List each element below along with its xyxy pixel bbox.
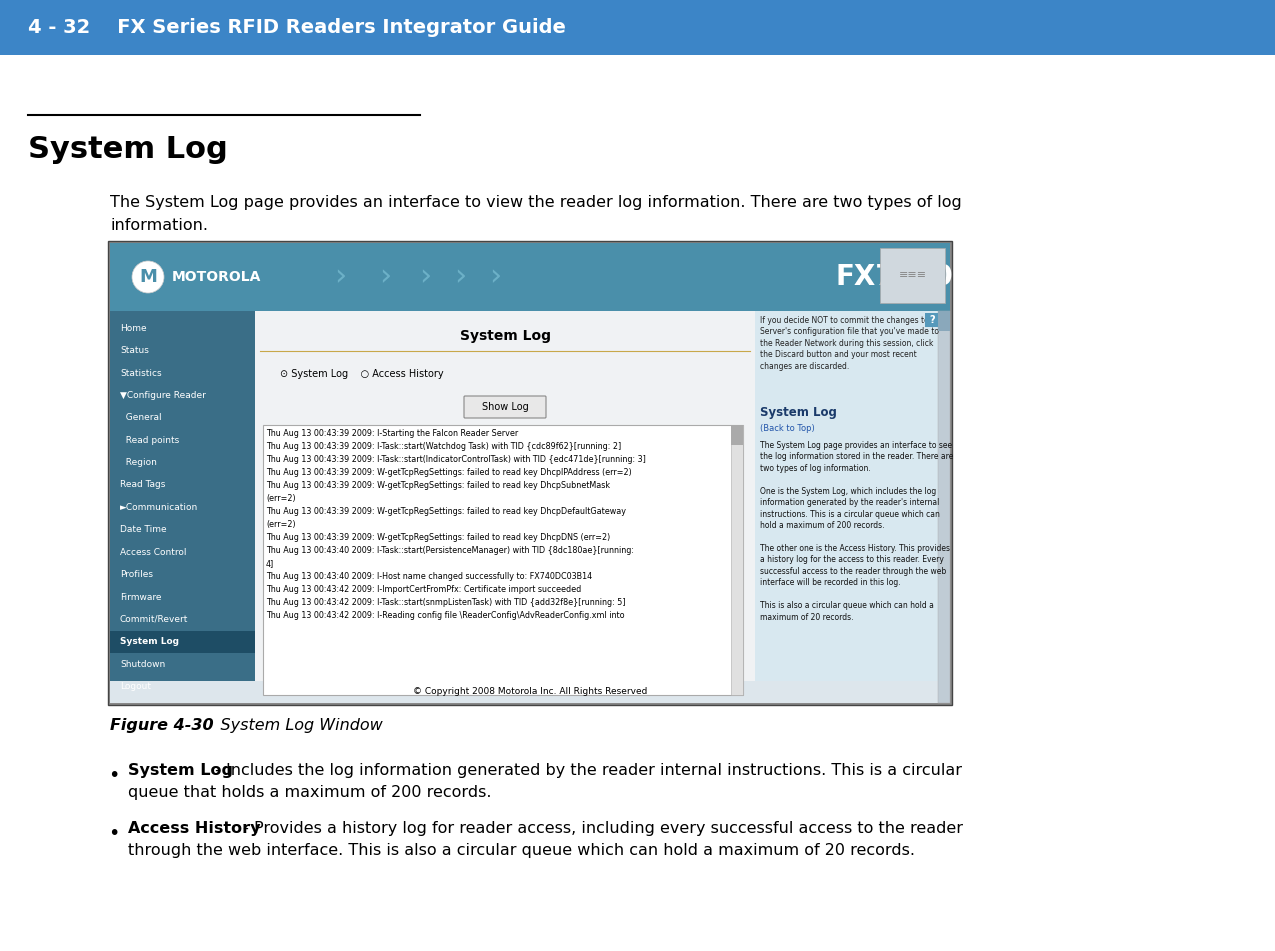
- Text: Thu Aug 13 00:43:39 2009: W-getTcpRegSettings: failed to read key DhcpSubnetMask: Thu Aug 13 00:43:39 2009: W-getTcpRegSet…: [266, 481, 611, 490]
- Text: •: •: [108, 766, 120, 785]
- Text: Access Control: Access Control: [120, 548, 186, 556]
- Bar: [110, 311, 255, 703]
- Text: - Provides a history log for reader access, including every successful access to: - Provides a history log for reader acce…: [238, 821, 963, 836]
- Bar: [938, 311, 950, 703]
- Text: System Log: System Log: [120, 637, 178, 647]
- Text: (err=2): (err=2): [266, 520, 296, 529]
- Text: The System Log page provides an interface to see
the log information stored in t: The System Log page provides an interfac…: [760, 441, 954, 622]
- Text: The System Log page provides an interface to view the reader log information. Th: The System Log page provides an interfac…: [110, 195, 961, 210]
- Text: Thu Aug 13 00:43:42 2009: I-ImportCertFromPfx: Certificate import succeeded: Thu Aug 13 00:43:42 2009: I-ImportCertFr…: [266, 585, 581, 594]
- Text: through the web interface. This is also a circular queue which can hold a maximu: through the web interface. This is also …: [128, 843, 915, 858]
- Text: ›: ›: [488, 262, 501, 292]
- Text: Thu Aug 13 00:43:39 2009: I-Task::start(IndicatorControlTask) with TID {edc471de: Thu Aug 13 00:43:39 2009: I-Task::start(…: [266, 455, 646, 464]
- Bar: [0, 0, 1275, 55]
- Text: Logout: Logout: [120, 682, 150, 691]
- Text: queue that holds a maximum of 200 records.: queue that holds a maximum of 200 record…: [128, 785, 491, 800]
- Bar: [880, 248, 945, 303]
- Text: (err=2): (err=2): [266, 494, 296, 503]
- Text: 4]: 4]: [266, 559, 274, 568]
- Text: Thu Aug 13 00:43:39 2009: W-getTcpRegSettings: failed to read key DhcpDNS (err=2: Thu Aug 13 00:43:39 2009: W-getTcpRegSet…: [266, 533, 611, 542]
- Text: MOTOROLA: MOTOROLA: [172, 270, 261, 284]
- Bar: [731, 425, 743, 445]
- Text: Thu Aug 13 00:43:39 2009: I-Task::start(Watchdog Task) with TID {cdc89f62}[runni: Thu Aug 13 00:43:39 2009: I-Task::start(…: [266, 442, 621, 451]
- Bar: [110, 681, 950, 703]
- Text: 4 - 32    FX Series RFID Readers Integrator Guide: 4 - 32 FX Series RFID Readers Integrator…: [28, 18, 566, 37]
- Text: ›: ›: [454, 262, 467, 292]
- Text: Statistics: Statistics: [120, 368, 162, 378]
- Text: Thu Aug 13 00:43:39 2009: W-getTcpRegSettings: failed to read key DhcpDefaultGat: Thu Aug 13 00:43:39 2009: W-getTcpRegSet…: [266, 507, 626, 516]
- Text: Profiles: Profiles: [120, 570, 153, 579]
- Text: (Back to Top): (Back to Top): [760, 424, 815, 433]
- Text: Home: Home: [120, 323, 147, 333]
- Bar: [938, 311, 950, 331]
- Text: Region: Region: [120, 458, 157, 467]
- Circle shape: [133, 261, 164, 293]
- Text: M: M: [139, 268, 157, 286]
- Bar: [255, 311, 755, 703]
- Bar: [110, 243, 950, 311]
- Bar: [731, 425, 743, 695]
- Bar: [108, 241, 952, 705]
- Text: Date Time: Date Time: [120, 525, 167, 534]
- Text: System Log: System Log: [28, 135, 228, 164]
- Text: Shutdown: Shutdown: [120, 660, 166, 669]
- Text: ⊙ System Log    ○ Access History: ⊙ System Log ○ Access History: [280, 369, 444, 379]
- Text: If you decide NOT to commit the changes to
Server's configuration file that you': If you decide NOT to commit the changes …: [760, 316, 938, 371]
- Text: Thu Aug 13 00:43:40 2009: I-Task::start(PersistenceManager) with TID {8dc180ae}[: Thu Aug 13 00:43:40 2009: I-Task::start(…: [266, 546, 634, 555]
- Text: Read points: Read points: [120, 436, 180, 445]
- Text: ▼Configure Reader: ▼Configure Reader: [120, 391, 205, 400]
- Text: General: General: [120, 414, 162, 422]
- Text: System Log Window: System Log Window: [200, 718, 382, 733]
- Text: ›: ›: [334, 262, 346, 292]
- Text: Firmware: Firmware: [120, 592, 162, 601]
- Bar: [110, 631, 255, 653]
- Text: Read Tags: Read Tags: [120, 480, 166, 490]
- Text: FX7400: FX7400: [835, 263, 952, 291]
- Text: © Copyright 2008 Motorola Inc. All Rights Reserved: © Copyright 2008 Motorola Inc. All Right…: [413, 688, 648, 696]
- Bar: [110, 243, 950, 703]
- Bar: [924, 313, 938, 327]
- Text: information.: information.: [110, 218, 208, 233]
- Text: Status: Status: [120, 346, 149, 355]
- Text: Access History: Access History: [128, 821, 260, 836]
- Text: System Log: System Log: [128, 763, 233, 778]
- Text: ›: ›: [379, 262, 391, 292]
- Text: Thu Aug 13 00:43:39 2009: W-getTcpRegSettings: failed to read key DhcpIPAddress : Thu Aug 13 00:43:39 2009: W-getTcpRegSet…: [266, 468, 631, 477]
- Text: ?: ?: [929, 315, 935, 325]
- Text: Thu Aug 13 00:43:39 2009: I-Starting the Falcon Reader Server: Thu Aug 13 00:43:39 2009: I-Starting the…: [266, 429, 518, 438]
- Text: ›: ›: [419, 262, 431, 292]
- Text: Figure 4-30: Figure 4-30: [110, 718, 214, 733]
- FancyBboxPatch shape: [464, 396, 546, 418]
- Text: Thu Aug 13 00:43:42 2009: I-Task::start(snmpListenTask) with TID {add32f8e}[runn: Thu Aug 13 00:43:42 2009: I-Task::start(…: [266, 598, 626, 607]
- Text: ≡≡≡: ≡≡≡: [899, 270, 927, 280]
- Text: Thu Aug 13 00:43:42 2009: I-Reading config file \ReaderConfig\AdvReaderConfig.xm: Thu Aug 13 00:43:42 2009: I-Reading conf…: [266, 611, 625, 620]
- Text: - Includes the log information generated by the reader internal instructions. Th: - Includes the log information generated…: [210, 763, 963, 778]
- Text: Thu Aug 13 00:43:40 2009: I-Host name changed successfully to: FX740DC03B14: Thu Aug 13 00:43:40 2009: I-Host name ch…: [266, 572, 592, 581]
- Bar: [755, 311, 950, 703]
- Text: System Log: System Log: [760, 406, 836, 419]
- Bar: [263, 425, 743, 695]
- Text: Commit/Revert: Commit/Revert: [120, 615, 189, 624]
- Text: ►Communication: ►Communication: [120, 503, 198, 512]
- Text: •: •: [108, 824, 120, 843]
- Text: System Log: System Log: [459, 329, 551, 343]
- Text: Show Log: Show Log: [482, 402, 528, 412]
